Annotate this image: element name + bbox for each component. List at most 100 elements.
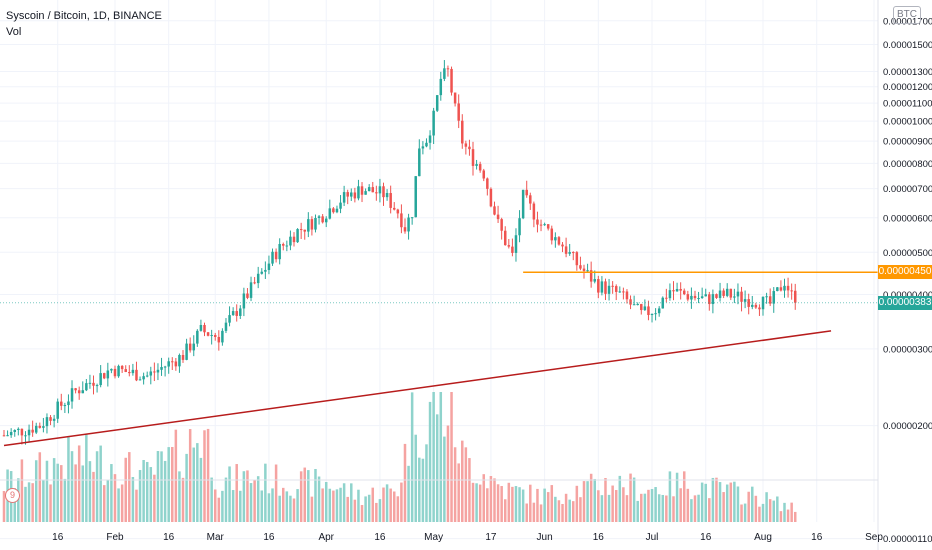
- candle-body: [582, 268, 586, 271]
- volume-bar: [113, 474, 117, 522]
- candle-body: [629, 299, 632, 305]
- candle-body: [600, 281, 604, 293]
- candle-body: [514, 235, 518, 253]
- candle-body: [665, 297, 668, 299]
- legend: Syscoin / Bitcoin, 1D, BINANCE Vol: [6, 8, 162, 40]
- candle-body: [647, 306, 650, 316]
- candle-body: [518, 218, 521, 236]
- trend-line[interactable]: [3, 330, 832, 447]
- candle-body: [632, 304, 636, 306]
- candle-body: [282, 244, 285, 246]
- volume-label[interactable]: Vol: [6, 26, 22, 38]
- candle-body: [550, 228, 554, 241]
- volume-bar: [611, 485, 614, 522]
- volume-bar: [102, 485, 106, 522]
- candle-body: [131, 369, 135, 374]
- volume-bar: [289, 495, 292, 522]
- candle-body: [772, 291, 776, 304]
- candle-body: [206, 332, 210, 336]
- volume-bar: [264, 463, 267, 522]
- volume-bar: [561, 503, 564, 522]
- volume-bar: [410, 392, 414, 522]
- candle-body: [729, 288, 733, 298]
- volume-bar: [196, 443, 199, 522]
- candle-body: [142, 376, 145, 380]
- time-tick-label: 16: [811, 532, 823, 543]
- candle-body: [389, 193, 392, 208]
- volume-bar: [647, 489, 650, 522]
- candle-body: [482, 170, 486, 179]
- candle-body: [138, 379, 142, 381]
- candle-body: [625, 291, 629, 300]
- volume-bar: [181, 477, 185, 522]
- volume-bar: [117, 488, 120, 522]
- candle-body: [496, 214, 500, 220]
- candle-body: [650, 313, 654, 316]
- volume-bar: [296, 489, 299, 522]
- volume-bar: [63, 478, 67, 522]
- candle-body: [700, 296, 704, 299]
- candle-body: [274, 251, 278, 260]
- candle-body: [733, 296, 736, 298]
- candle-body: [618, 291, 622, 293]
- volume-bar: [768, 499, 772, 522]
- volume-bar: [464, 447, 468, 522]
- volume-bar: [171, 446, 174, 522]
- volume-bar: [582, 481, 586, 522]
- candle-body: [697, 298, 700, 300]
- candle-body: [199, 324, 203, 331]
- candle-body: [128, 372, 131, 374]
- candle-body: [486, 178, 489, 189]
- candles: [2, 60, 797, 445]
- candle-body: [163, 366, 167, 368]
- candle-body: [310, 219, 314, 230]
- volume-bar: [607, 494, 611, 522]
- candle-body: [786, 285, 790, 291]
- candle-body: [708, 294, 711, 305]
- volume-bar: [604, 478, 607, 522]
- candle-body: [149, 371, 153, 376]
- volume-bar: [38, 452, 42, 522]
- volume-bar: [690, 499, 693, 522]
- candle-body: [367, 187, 371, 192]
- candle-body: [607, 285, 611, 294]
- candle-body: [597, 279, 600, 293]
- candle-body: [196, 330, 199, 344]
- price-tick-label: 0.00000400: [883, 290, 932, 301]
- candle-body: [435, 95, 439, 111]
- candle-body: [421, 146, 425, 149]
- volume-bar: [92, 471, 95, 522]
- candle-body: [507, 245, 511, 247]
- candle-body: [704, 294, 707, 297]
- time-tick-label: Jul: [646, 532, 659, 543]
- candle-body: [439, 78, 443, 96]
- candle-body: [192, 343, 196, 351]
- candle-body: [690, 295, 693, 300]
- volume-bar: [110, 464, 113, 522]
- candle-body: [371, 187, 375, 193]
- volume-bar: [718, 482, 722, 522]
- candle-body: [446, 68, 450, 70]
- volume-bar: [67, 436, 70, 522]
- candle-body: [611, 285, 614, 287]
- volume-bar: [278, 495, 281, 522]
- candle-body: [49, 417, 52, 421]
- volume-marker[interactable]: 9: [5, 488, 20, 503]
- candle-body: [81, 390, 85, 394]
- symbol-title[interactable]: Syscoin / Bitcoin, 1D, BINANCE: [6, 10, 162, 22]
- volume-bar: [468, 458, 471, 522]
- candle-body: [285, 245, 289, 247]
- candle-body: [321, 216, 324, 223]
- candle-body: [45, 417, 49, 427]
- candle-body: [765, 296, 768, 298]
- candle-body: [751, 304, 754, 307]
- volume-bar: [421, 458, 425, 522]
- candle-body: [561, 244, 564, 247]
- candle-body: [453, 92, 457, 104]
- candle-body: [532, 203, 536, 220]
- volume-bar: [353, 499, 357, 522]
- price-tick-label: 0.00000700: [883, 184, 932, 195]
- volume-bar: [317, 476, 321, 522]
- currency-button[interactable]: BTC: [893, 6, 921, 24]
